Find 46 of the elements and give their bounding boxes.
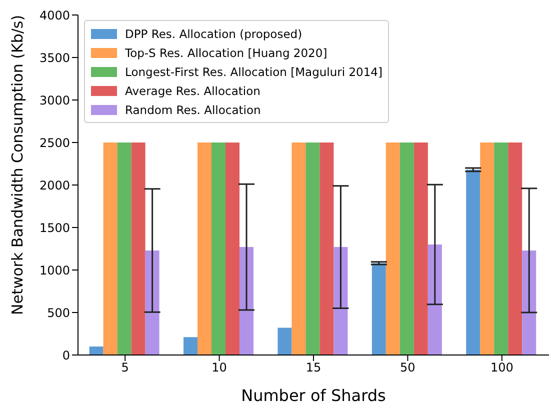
bar bbox=[428, 244, 442, 355]
y-tick-label: 4000 bbox=[39, 8, 70, 22]
bar bbox=[372, 263, 386, 355]
y-tick-label: 0 bbox=[62, 348, 70, 362]
bar bbox=[494, 142, 508, 355]
y-tick-label: 500 bbox=[47, 306, 70, 320]
bar bbox=[240, 247, 254, 355]
x-tick-label: 100 bbox=[490, 360, 514, 375]
bar bbox=[320, 142, 334, 355]
x-tick-label: 10 bbox=[212, 360, 227, 375]
bar bbox=[414, 142, 428, 355]
y-tick-label: 1000 bbox=[39, 263, 70, 278]
bar bbox=[226, 142, 240, 355]
bar bbox=[306, 142, 320, 355]
bar bbox=[117, 142, 132, 355]
y-tick-label: 2500 bbox=[39, 136, 70, 150]
bar bbox=[466, 170, 480, 355]
bar bbox=[292, 142, 306, 355]
x-tick-label: 50 bbox=[400, 360, 416, 375]
bar bbox=[400, 142, 414, 355]
bar bbox=[278, 328, 292, 355]
bar bbox=[89, 346, 104, 355]
y-tick-label: 3500 bbox=[39, 50, 70, 65]
bar bbox=[103, 142, 118, 355]
legend-label: Average Res. Allocation bbox=[125, 84, 260, 98]
legend-label: Top-S Res. Allocation [Huang 2020] bbox=[125, 46, 328, 60]
legend-label: Longest-First Res. Allocation [Maguluri 2014] bbox=[125, 64, 382, 78]
bar bbox=[212, 142, 226, 355]
y-tick-label: 2000 bbox=[39, 178, 70, 192]
bar bbox=[184, 337, 198, 355]
bar bbox=[334, 247, 348, 355]
bar bbox=[522, 250, 536, 355]
legend-label: DPP Res. Allocation (proposed) bbox=[125, 26, 302, 40]
bar bbox=[386, 142, 400, 355]
y-tick-label: 1500 bbox=[39, 220, 70, 235]
bar bbox=[480, 142, 494, 355]
bar bbox=[145, 250, 160, 355]
legend-label: Random Res. Allocation bbox=[125, 102, 261, 116]
y-axis-title: Network Bandwidth Consumption (Kb/s) bbox=[8, 14, 26, 315]
bar bbox=[131, 142, 146, 355]
bar bbox=[508, 142, 522, 355]
y-tick-label: 3000 bbox=[39, 93, 70, 108]
bar bbox=[198, 142, 212, 355]
x-tick-label: 15 bbox=[306, 360, 322, 375]
x-axis-title: Number of Shards bbox=[241, 386, 386, 405]
x-tick-label: 5 bbox=[121, 360, 129, 375]
